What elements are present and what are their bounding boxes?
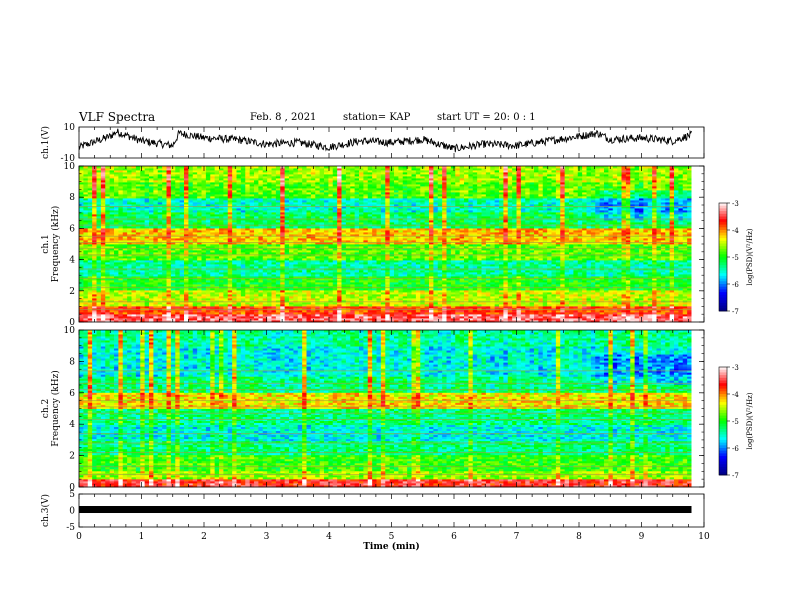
spectrogram-1: [79, 166, 692, 322]
y-tick-label: 10: [64, 123, 76, 133]
ch1-trace-line: [79, 129, 692, 153]
vlf-figure: 10-10ch.1(V)0246810ch.1 Frequency (kHz)-3…: [0, 0, 792, 612]
y-axis-label: ch.1(V): [40, 126, 51, 159]
